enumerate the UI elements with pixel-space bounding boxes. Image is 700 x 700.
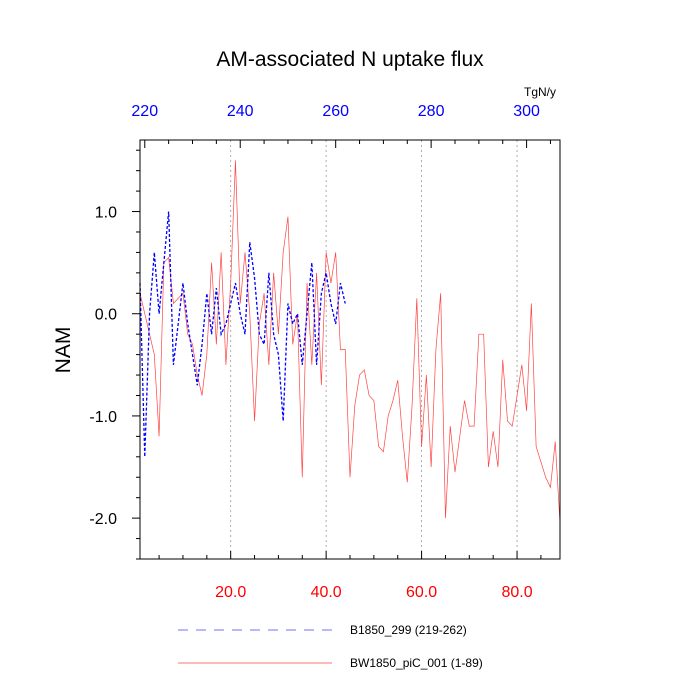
axis-ticks [132, 140, 551, 560]
bottom-tick-label-20: 20.0 [215, 584, 246, 601]
legend-label-b1850: B1850_299 (219-262) [350, 623, 467, 637]
top-tick-label-300: 300 [513, 103, 540, 120]
y-tick-label-0: 1.0 [95, 205, 117, 222]
series-line-b1850 [139, 211, 346, 457]
y-tick-label-2: -1.0 [89, 409, 117, 426]
top-tick-label-280: 280 [418, 103, 445, 120]
y-tick-labels: 1.0 0.0 -1.0 -2.0 [89, 205, 117, 529]
bottom-tick-label-80: 80.0 [501, 584, 532, 601]
plot-area-frame [139, 139, 561, 560]
top-axis-units-label: TgN/y [524, 85, 556, 99]
legend: B1850_299 (219-262) BW1850_piC_001 (1-89… [178, 623, 483, 670]
vertical-gridlines [230, 140, 518, 559]
bottom-tick-label-40: 40.0 [311, 584, 342, 601]
top-x-tick-labels: 220 240 260 280 300 [131, 103, 540, 120]
y-tick-label-1: 0.0 [95, 307, 117, 324]
y-axis-label: NAM [52, 327, 75, 374]
chart-title: AM-associated N uptake flux [216, 48, 484, 71]
bottom-tick-label-60: 60.0 [406, 584, 437, 601]
top-tick-label-220: 220 [131, 103, 158, 120]
series-lines [139, 160, 561, 524]
series-line-bw1850 [139, 160, 561, 524]
top-tick-label-260: 260 [322, 103, 349, 120]
y-tick-label-3: -2.0 [89, 511, 117, 528]
top-tick-label-240: 240 [227, 103, 254, 120]
bottom-x-tick-labels: 20.0 40.0 60.0 80.0 [215, 584, 533, 601]
legend-label-bw1850: BW1850_piC_001 (1-89) [350, 656, 483, 670]
